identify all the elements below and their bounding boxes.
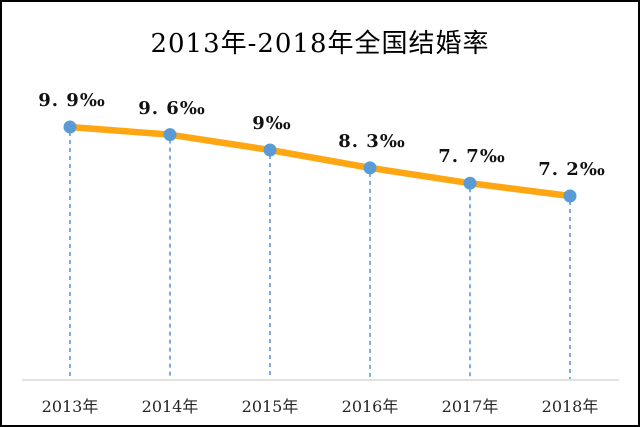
x-axis-label: 2018年 [541, 397, 599, 416]
data-label: 8. 3‰ [338, 130, 406, 152]
x-axis-label: 2013年 [41, 397, 99, 416]
x-axis-label: 2016年 [341, 397, 399, 416]
x-axis-label: 2014年 [141, 397, 199, 416]
chart-title: 2013年-2018年全国结婚率 [150, 29, 490, 59]
x-axis-label: 2015年 [241, 397, 299, 416]
data-point-marker [563, 189, 577, 203]
data-label: 9‰ [252, 112, 292, 134]
data-label: 9. 6‰ [138, 97, 206, 119]
data-label: 7. 7‰ [438, 146, 506, 168]
data-point-marker [263, 143, 277, 157]
data-point-marker [63, 120, 77, 134]
data-point-marker [463, 176, 477, 190]
series-line [66, 123, 574, 200]
x-axis-label: 2017年 [441, 397, 499, 416]
data-point-marker [163, 128, 177, 142]
data-label: 7. 2‰ [538, 158, 606, 180]
data-point-marker [363, 161, 377, 175]
data-label: 9. 9‰ [38, 90, 106, 111]
